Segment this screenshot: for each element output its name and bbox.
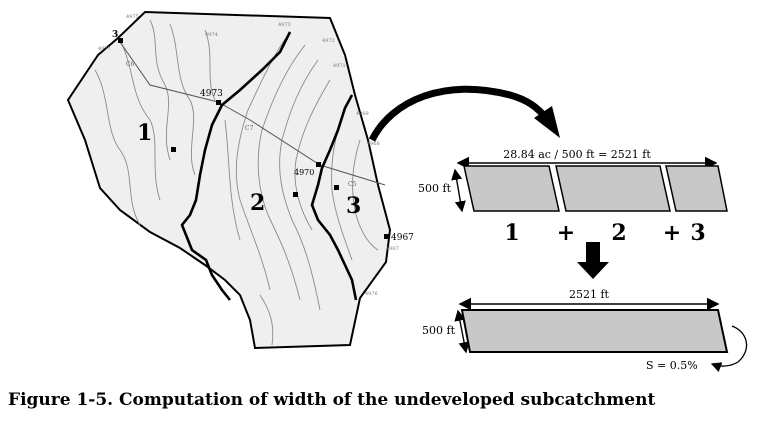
divide-2-3: [310, 94, 358, 301]
region-label-1: 1: [137, 120, 152, 146]
contour-label-4968: 4968: [367, 141, 380, 147]
centroid-2: [293, 192, 298, 197]
result-width-label: 2521 ft: [569, 288, 610, 301]
channel-label-c6: C6: [126, 61, 135, 68]
contour-label-4974: 4974: [205, 32, 218, 38]
width-calculation: 28.84 ac / 500 ft = 2521 ft 500 ft 1 + 2…: [418, 148, 728, 279]
curved-arrow: [368, 85, 560, 142]
node-marker-4973: [216, 100, 221, 105]
contour-label-4973: 4973: [278, 22, 291, 28]
centroid-1: [171, 147, 176, 152]
contour-label-4972: 4972: [322, 38, 335, 44]
node-marker-3: [118, 38, 123, 43]
part-1-label: 1: [504, 220, 519, 246]
slope-arrow: [710, 325, 748, 373]
region-label-3: 3: [346, 193, 361, 219]
region-label-2: 2: [250, 190, 265, 216]
plus-1-label: +: [557, 220, 575, 246]
channel-network: [119, 41, 386, 186]
calc-height-dimension: [451, 168, 466, 213]
width-equation: 28.84 ac / 500 ft = 2521 ft: [503, 148, 651, 161]
plus-2-label: +: [663, 220, 681, 246]
strip-1: [463, 165, 560, 212]
node-label-4970: 4970: [294, 168, 314, 177]
figure-caption: Figure 1-5. Computation of width of the …: [8, 390, 656, 410]
part-3-label: 3: [690, 220, 705, 246]
result-height-label: 500 ft: [422, 324, 456, 337]
node-label-3: 3: [112, 30, 118, 40]
equivalent-rectangle: 2521 ft 500 ft S = 0.5%: [422, 288, 748, 373]
strip-3: [665, 165, 728, 212]
strip-2: [555, 165, 671, 212]
node-marker-4967: [384, 234, 389, 239]
result-rectangle: [460, 309, 729, 353]
centroid-3: [334, 185, 339, 190]
contour-label-4977: 4977: [98, 46, 111, 52]
calc-height-label: 500 ft: [418, 182, 452, 195]
node-label-4967: 4967: [391, 233, 414, 243]
contour-label-4969: 4969: [356, 111, 369, 117]
contour-lines: [94, 19, 379, 346]
node-marker-4970: [316, 162, 321, 167]
channel-label-c5: C5: [348, 181, 357, 188]
subcatchment-map: 1 2 3 3 4973 4970 4967 C6 C7 C5 4975 497…: [66, 10, 414, 350]
node-label-4973: 4973: [200, 89, 223, 99]
contour-label-4976: 4976: [365, 291, 378, 297]
contour-label-4975: 4975: [126, 14, 139, 20]
contour-label-4971: 4971: [333, 63, 346, 69]
channel-label-c7: C7: [245, 125, 254, 132]
down-arrow: [577, 242, 609, 279]
subcatchment-width-figure: 1 2 3 3 4973 4970 4967 C6 C7 C5 4975 497…: [66, 10, 748, 373]
divide-1-2: [180, 31, 292, 301]
result-height-dimension: [454, 309, 470, 354]
part-2-label: 2: [611, 220, 626, 246]
slope-label: S = 0.5%: [646, 359, 698, 372]
contour-label-4967: 4967: [386, 246, 399, 252]
